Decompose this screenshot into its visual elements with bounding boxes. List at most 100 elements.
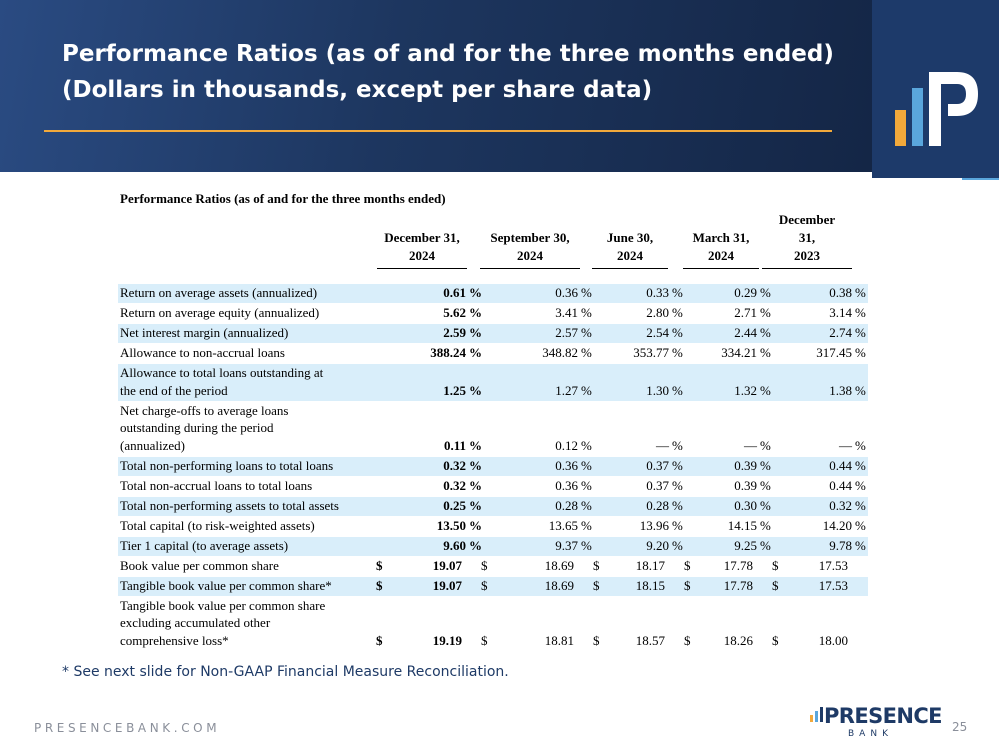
percent-sign: % — [581, 477, 592, 493]
cell-value: 0.36 — [555, 285, 578, 300]
cell-value: 2.44 — [734, 325, 757, 340]
percent-sign: % — [469, 497, 482, 513]
cell-value: 2.80 — [646, 305, 669, 320]
cell-value: 0.37 — [646, 457, 669, 473]
cell-value: 388.24 — [430, 345, 466, 360]
cell-value: 2.59 — [443, 325, 466, 340]
row-label: Total non-accrual loans to total loans — [120, 477, 313, 493]
brand-bars-icon — [810, 707, 823, 722]
cell-value: 3.14 — [829, 305, 852, 320]
title-line-2: (Dollars in thousands, except per share … — [62, 77, 653, 103]
dollar-sign: $ — [593, 557, 600, 573]
cell-value: 0.32 — [829, 497, 852, 513]
cell-value: 18.26 — [723, 632, 753, 648]
percent-sign: % — [855, 517, 866, 533]
cell-value: 0.30 — [734, 497, 757, 513]
cell-value: 5.62 — [443, 305, 466, 320]
cell-value: 0.61 — [443, 285, 466, 300]
row-label: Tangible book value per common share* — [120, 577, 332, 593]
cell-value: 1.27 — [555, 382, 578, 398]
table-row: Total capital (to risk-weighted assets) 1… — [118, 517, 868, 536]
percent-sign: % — [855, 497, 866, 513]
cell-value: 0.39 — [734, 477, 757, 493]
percent-sign: % — [672, 537, 683, 553]
row-label: comprehensive loss* — [120, 632, 229, 648]
cell-value: 0.37 — [646, 477, 669, 493]
cell-value: 3.41 — [555, 305, 578, 320]
cell-value: 334.21 — [721, 345, 757, 360]
column-header-text: June 30, — [606, 230, 654, 245]
percent-sign: % — [760, 345, 771, 360]
percent-sign: % — [672, 305, 683, 320]
column-header-3: June 30, 2024 — [592, 229, 668, 269]
row-label: (annualized) — [120, 437, 185, 453]
percent-sign: % — [581, 537, 592, 553]
percent-sign: % — [469, 457, 482, 473]
table-row: Net interest margin (annualized) 2.59% 2.5… — [118, 324, 868, 343]
row-label: Total capital (to risk-weighted assets) — [120, 517, 315, 533]
percent-sign: % — [760, 437, 771, 453]
dollar-sign: $ — [481, 632, 488, 648]
cell-value: 18.69 — [544, 557, 574, 573]
column-header-text: 2024 — [517, 248, 543, 263]
row-label: the end of the period — [120, 382, 228, 398]
percent-sign: % — [581, 325, 592, 340]
row-label: Net interest margin (annualized) — [120, 325, 289, 340]
column-header-text: 2024 — [409, 248, 435, 263]
percent-sign: % — [760, 477, 771, 493]
column-header-underline — [592, 268, 668, 269]
percent-sign: % — [760, 497, 771, 513]
row-label: Return on average equity (annualized) — [120, 305, 320, 320]
cell-value: 18.57 — [635, 632, 665, 648]
cell-value: 2.71 — [734, 305, 757, 320]
table-row: Net charge-offs to average loans outstand… — [118, 402, 868, 456]
cell-value: 1.38 — [829, 382, 852, 398]
percent-sign: % — [469, 537, 482, 553]
cell-value: 14.15 — [727, 517, 757, 533]
cell-value: 17.53 — [818, 577, 848, 593]
percent-sign: % — [581, 437, 592, 453]
title-line-1: Performance Ratios (as of and for the th… — [62, 41, 834, 67]
percent-sign: % — [760, 285, 771, 300]
column-header-text: 2024 — [617, 248, 643, 263]
cell-value: 9.78 — [829, 537, 852, 553]
cell-value: 0.25 — [443, 497, 466, 513]
percent-sign: % — [855, 537, 866, 553]
footnote: * See next slide for Non-GAAP Financial … — [62, 664, 509, 680]
percent-sign: % — [469, 517, 482, 533]
percent-sign: % — [672, 497, 683, 513]
cell-value: 0.44 — [829, 477, 852, 493]
cell-value: 14.20 — [822, 517, 852, 533]
presence-logo-icon — [895, 72, 978, 146]
cell-value: 348.82 — [542, 345, 578, 360]
cell-value: — — [656, 437, 669, 453]
table-row: Return on average assets (annualized) 0.6… — [118, 284, 868, 303]
column-header-4: March 31, 2024 — [683, 229, 759, 269]
row-label: Tangible book value per common share — [120, 597, 326, 613]
table-row: Total non-performing loans to total loan… — [118, 456, 868, 476]
percent-sign: % — [760, 305, 771, 320]
logo-panel — [872, 0, 999, 178]
cell-value: 18.15 — [635, 577, 665, 593]
percent-sign: % — [469, 285, 482, 300]
cell-value: 18.17 — [635, 557, 665, 573]
cell-value: 0.11 — [443, 437, 466, 453]
cell-value: 19.07 — [432, 557, 462, 573]
cell-value: 13.65 — [548, 517, 578, 533]
dollar-sign: $ — [593, 632, 600, 648]
cell-value: 17.78 — [723, 557, 753, 573]
cell-value: 0.32 — [443, 477, 466, 493]
dollar-sign: $ — [684, 632, 691, 648]
dollar-sign: $ — [772, 557, 779, 573]
row-label: Allowance to total loans outstanding at — [120, 365, 324, 380]
table-row: Allowance to non-accrual loans 388.24% 348… — [118, 344, 868, 363]
website-link[interactable]: PRESENCEBANK.COM — [34, 721, 221, 735]
dollar-sign: $ — [481, 557, 488, 573]
brand-name: PRESENCE — [824, 704, 943, 728]
cell-value: 13.50 — [436, 517, 466, 533]
cell-value: 13.96 — [639, 517, 669, 533]
percent-sign: % — [469, 305, 482, 320]
percent-sign: % — [855, 477, 866, 493]
cell-value: 1.30 — [646, 382, 669, 398]
cell-value: 9.60 — [443, 537, 466, 553]
